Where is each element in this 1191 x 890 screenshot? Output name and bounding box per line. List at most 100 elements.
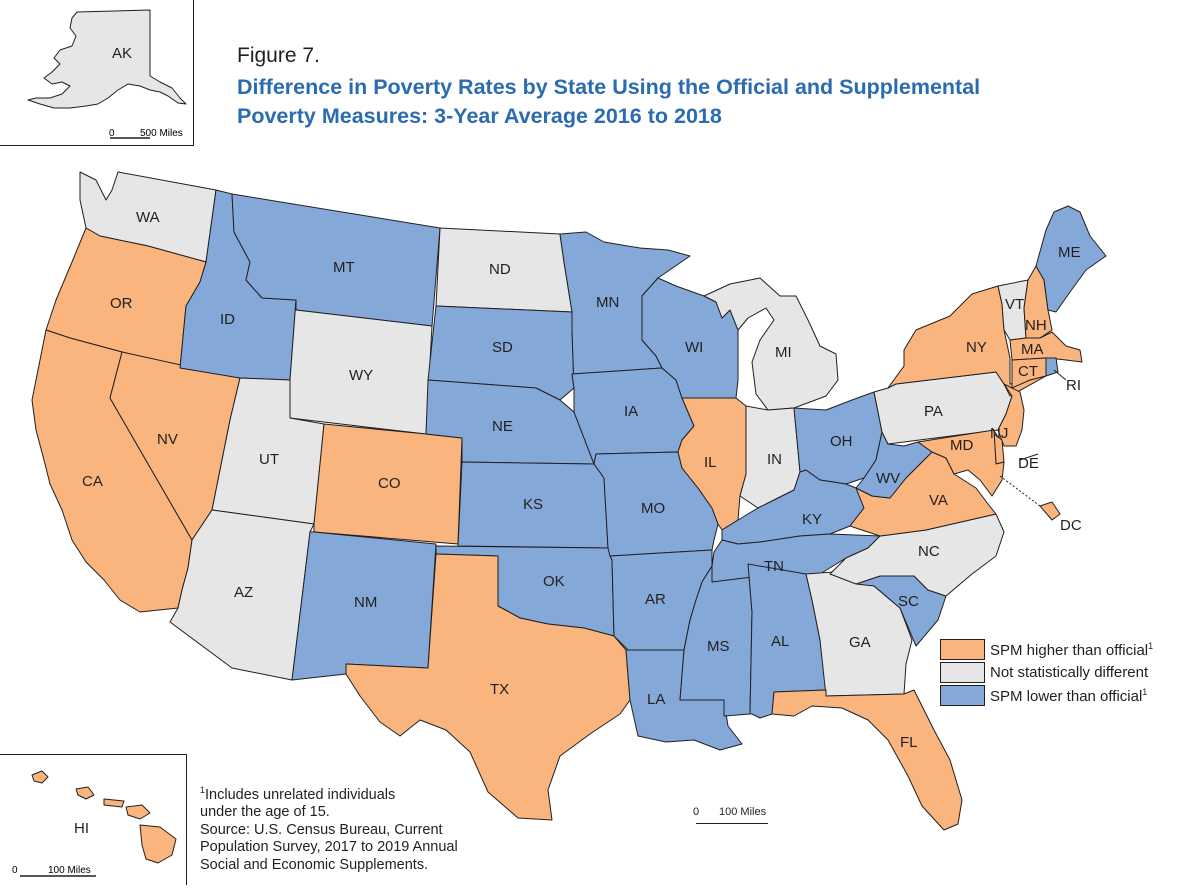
state-fl	[771, 689, 963, 831]
label-tx: TX	[490, 681, 509, 698]
label-ky: KY	[802, 511, 822, 528]
label-mi: MI	[775, 344, 792, 361]
label-nm: NM	[354, 594, 377, 611]
legend-item-not-different: Not statistically different	[940, 661, 1153, 684]
source-line3: Social and Economic Supplements.	[200, 856, 429, 873]
legend-item-lower: SPM lower than official1	[940, 684, 1153, 707]
label-ms: MS	[707, 638, 730, 655]
label-id: ID	[220, 311, 235, 328]
states-layer	[31, 171, 1107, 831]
label-wy: WY	[349, 367, 373, 384]
label-nc: NC	[918, 543, 940, 560]
footnote-line1: Includes unrelated individuals	[205, 786, 396, 803]
label-nj: NJ	[990, 425, 1008, 442]
source-line2: Population Survey, 2017 to 2019 Annual	[200, 839, 458, 856]
figure-title-line1: Difference in Poverty Rates by State Usi…	[237, 75, 981, 99]
state-hi-oahu	[75, 786, 95, 800]
label-me: ME	[1058, 244, 1081, 261]
state-mt	[231, 193, 441, 327]
footnotes: 1Includes unrelated individuals under th…	[200, 782, 530, 874]
figure-title: Difference in Poverty Rates by State Usi…	[237, 73, 1137, 131]
hawaii-inset-map: HI 0 100 Miles	[12, 770, 177, 877]
alaska-inset: AK 0 500 Miles	[0, 0, 194, 146]
figure-title-line2: Poverty Measures: 3-Year Average 2016 to…	[237, 104, 722, 128]
state-me	[1035, 205, 1107, 313]
hi-scale-zero: 0	[12, 865, 18, 876]
label-fl: FL	[900, 734, 918, 751]
label-co: CO	[378, 475, 401, 492]
label-md: MD	[950, 437, 973, 454]
label-ny: NY	[966, 339, 987, 356]
label-oh: OH	[830, 433, 853, 450]
label-az: AZ	[234, 584, 253, 601]
legend-label-higher: SPM higher than official	[990, 641, 1149, 659]
legend-swatch-lower	[940, 685, 985, 706]
main-scale-zero: 0	[693, 806, 700, 818]
alaska-inset-map: AK 0 500 Miles	[27, 9, 187, 139]
state-dc	[1039, 501, 1061, 521]
dc-leader-lines	[999, 369, 1067, 507]
legend: SPM higher than official1 Not statistica…	[940, 638, 1153, 707]
label-nd: ND	[489, 261, 511, 278]
label-mo: MO	[641, 500, 665, 517]
state-az	[169, 509, 315, 681]
label-wv: WV	[876, 470, 900, 487]
label-ga: GA	[849, 634, 871, 651]
state-hi-big-island	[139, 824, 177, 864]
state-md	[917, 429, 1005, 497]
label-ut: UT	[259, 451, 279, 468]
state-hi-molokai	[103, 798, 125, 808]
label-sc: SC	[898, 593, 919, 610]
label-ri: RI	[1066, 377, 1081, 394]
legend-label-lower: SPM lower than official	[990, 687, 1143, 705]
label-wa: WA	[136, 209, 160, 226]
label-ma: MA	[1021, 341, 1044, 358]
hi-scale-label: 100 Miles	[48, 865, 91, 876]
label-al: AL	[771, 633, 789, 650]
legend-swatch-higher	[940, 639, 985, 660]
figure-label: Figure 7.	[237, 44, 320, 67]
legend-item-higher: SPM higher than official1	[940, 638, 1153, 661]
label-mt: MT	[333, 259, 355, 276]
label-pa: PA	[924, 403, 943, 420]
main-scale-bar	[696, 823, 768, 824]
label-tn: TN	[764, 558, 784, 575]
legend-sup-lower: 1	[1142, 686, 1148, 697]
label-ks: KS	[523, 496, 543, 513]
hawaii-inset: HI 0 100 Miles	[0, 754, 187, 885]
state-tx	[345, 553, 631, 821]
label-il: IL	[704, 454, 717, 471]
ak-scale-zero: 0	[109, 128, 115, 139]
source-line1: Source: U.S. Census Bureau, Current	[200, 821, 443, 838]
state-wi	[641, 277, 739, 399]
label-wi: WI	[685, 339, 703, 356]
label-in: IN	[767, 451, 782, 468]
label-ct: CT	[1018, 363, 1038, 380]
state-labels: WA OR CA NV ID MT WY UT AZ CO NM ND SD N…	[82, 209, 1082, 751]
legend-label-not-different: Not statistically different	[990, 664, 1149, 681]
label-sd: SD	[492, 339, 513, 356]
ak-scale-label: 500 Miles	[140, 128, 183, 139]
label-nh: NH	[1025, 317, 1047, 334]
footnote-line2: under the age of 15.	[200, 804, 330, 821]
label-ar: AR	[645, 591, 666, 608]
label-ca: CA	[82, 473, 103, 490]
state-ri	[1045, 357, 1059, 377]
label-ne: NE	[492, 418, 513, 435]
label-de: DE	[1018, 455, 1039, 472]
footnote-mark: 1	[200, 785, 206, 795]
label-dc: DC	[1060, 517, 1082, 534]
state-hi-kauai	[31, 770, 49, 784]
state-ny	[887, 285, 1047, 397]
legend-sup-higher: 1	[1148, 640, 1154, 651]
label-nv: NV	[157, 431, 178, 448]
label-ok: OK	[543, 573, 565, 590]
state-ct	[1011, 357, 1047, 389]
ak-label: AK	[112, 45, 132, 62]
state-hi-maui	[125, 804, 151, 820]
label-vt: VT	[1005, 296, 1024, 313]
label-va: VA	[929, 492, 948, 509]
state-nj	[997, 383, 1025, 447]
main-scale-label: 100 Miles	[719, 806, 767, 818]
